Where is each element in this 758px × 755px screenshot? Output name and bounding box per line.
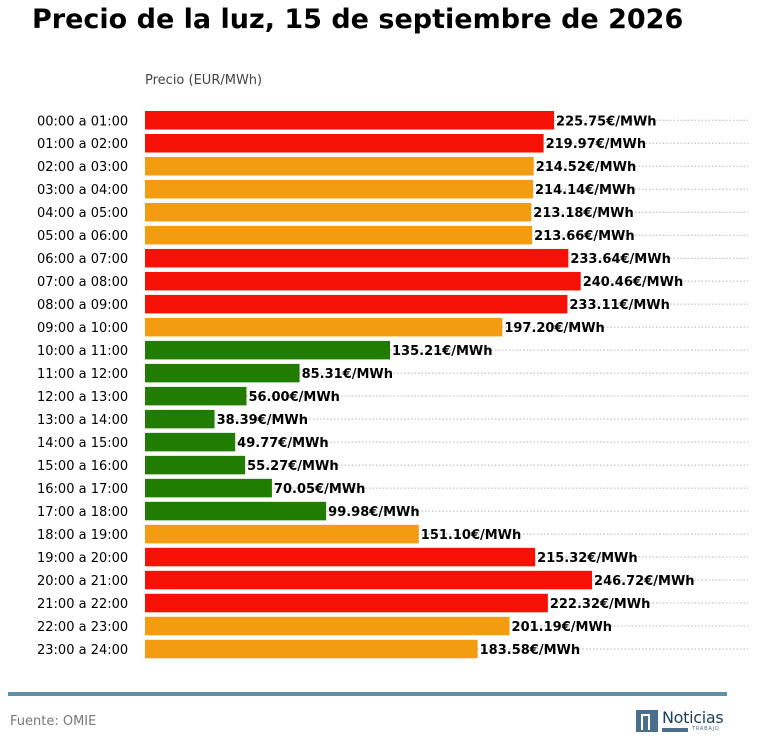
bar <box>145 432 236 452</box>
value-label: 55.27€/MWh <box>247 459 338 474</box>
bar <box>145 340 391 360</box>
value-label: 213.18€/MWh <box>533 206 634 221</box>
category-label: 10:00 a 11:00 <box>37 344 128 359</box>
category-label: 08:00 a 09:00 <box>37 298 128 313</box>
value-label: 197.20€/MWh <box>504 321 605 336</box>
value-label: 246.72€/MWh <box>594 574 695 589</box>
value-label: 151.10€/MWh <box>421 528 522 543</box>
category-label: 14:00 a 15:00 <box>37 436 128 451</box>
chart-title: Precio de la luz, 15 de septiembre de 20… <box>32 4 684 35</box>
bar <box>145 593 548 613</box>
value-label: 201.19€/MWh <box>512 620 613 635</box>
category-label: 02:00 a 03:00 <box>37 160 128 175</box>
category-label: 11:00 a 12:00 <box>37 367 128 382</box>
value-label: 225.75€/MWh <box>556 114 657 129</box>
bar <box>145 478 272 498</box>
y-axis-label: Precio (EUR/MWh) <box>145 73 263 88</box>
bar <box>145 501 327 521</box>
bar <box>145 455 246 475</box>
bar <box>145 271 581 291</box>
category-label: 04:00 a 05:00 <box>37 206 128 221</box>
category-label: 15:00 a 16:00 <box>37 459 128 474</box>
value-label: 49.77€/MWh <box>237 436 328 451</box>
bar <box>145 225 533 245</box>
value-label: 219.97€/MWh <box>546 137 647 152</box>
value-label: 213.66€/MWh <box>534 229 635 244</box>
bar <box>145 294 568 314</box>
value-label: 214.52€/MWh <box>536 160 637 175</box>
bar <box>145 133 544 153</box>
value-label: 233.64€/MWh <box>570 252 671 267</box>
value-label: 38.39€/MWh <box>217 413 308 428</box>
category-label: 17:00 a 18:00 <box>37 505 128 520</box>
value-label: 233.11€/MWh <box>569 298 670 313</box>
bar <box>145 547 536 567</box>
bar <box>145 570 593 590</box>
category-label: 12:00 a 13:00 <box>37 390 128 405</box>
bar <box>145 524 419 544</box>
bar <box>145 317 503 337</box>
category-label: 03:00 a 04:00 <box>37 183 128 198</box>
value-label: 214.14€/MWh <box>535 183 636 198</box>
bar <box>145 386 247 406</box>
logo-underline <box>662 728 688 732</box>
category-label: 09:00 a 10:00 <box>37 321 128 336</box>
bar <box>145 363 300 383</box>
bar <box>145 639 478 659</box>
bar <box>145 111 555 130</box>
logo-subtitle: TRABAJO <box>692 726 720 732</box>
category-label: 05:00 a 06:00 <box>37 229 128 244</box>
bar <box>145 248 569 268</box>
category-label: 00:00 a 01:00 <box>37 114 128 129</box>
value-label: 135.21€/MWh <box>392 344 493 359</box>
category-label: 16:00 a 17:00 <box>37 482 128 497</box>
footer-divider <box>8 692 727 696</box>
category-label: 22:00 a 23:00 <box>37 620 128 635</box>
bar-chart: 00:00 a 01:00 225.75€/MWh 01:00 a 02:00 219… <box>37 111 748 659</box>
category-label: 13:00 a 14:00 <box>37 413 128 428</box>
value-label: 215.32€/MWh <box>537 551 638 566</box>
category-label: 06:00 a 07:00 <box>37 252 128 267</box>
bar <box>145 616 510 636</box>
bar <box>145 202 532 222</box>
bar <box>145 156 534 176</box>
value-label: 85.31€/MWh <box>302 367 393 382</box>
category-label: 01:00 a 02:00 <box>37 137 128 152</box>
value-label: 222.32€/MWh <box>550 597 651 612</box>
value-label: 70.05€/MWh <box>274 482 365 497</box>
value-label: 183.58€/MWh <box>480 643 581 658</box>
brand-logo: Noticias TRABAJO <box>636 708 731 735</box>
value-label: 56.00€/MWh <box>248 390 339 405</box>
logo-icon <box>636 710 658 732</box>
value-label: 240.46€/MWh <box>583 275 684 290</box>
category-label: 23:00 a 24:00 <box>37 643 128 658</box>
value-label: 99.98€/MWh <box>328 505 419 520</box>
bar <box>145 179 534 199</box>
logo-wordmark: Noticias <box>662 708 724 727</box>
bar <box>145 409 215 429</box>
category-label: 19:00 a 20:00 <box>37 551 128 566</box>
category-label: 18:00 a 19:00 <box>37 528 128 543</box>
source-note: Fuente: OMIE <box>10 714 97 729</box>
category-label: 07:00 a 08:00 <box>37 275 128 290</box>
category-label: 21:00 a 22:00 <box>37 597 128 612</box>
category-label: 20:00 a 21:00 <box>37 574 128 589</box>
